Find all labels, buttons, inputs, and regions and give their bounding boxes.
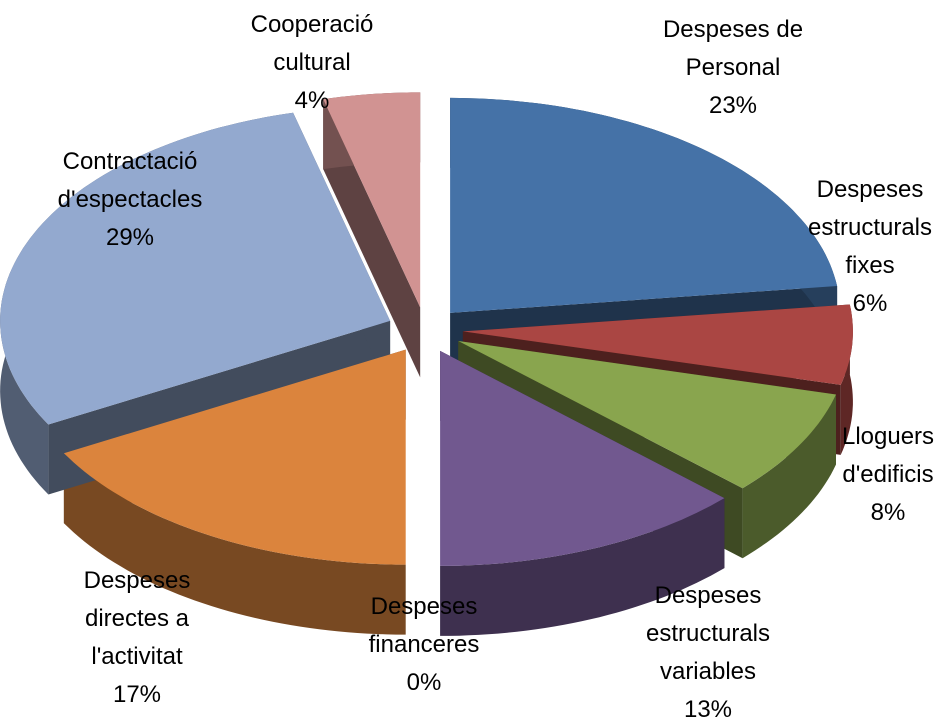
value-label: 23% [708, 92, 758, 119]
category-label: Despeses estructurals fixes [807, 176, 933, 279]
value-label: 29% [105, 224, 155, 251]
category-label: Despeses de Personal [662, 16, 804, 81]
slice-label: Despeses financeres 0% [344, 588, 504, 702]
category-label: Contractació d'espectacles [57, 148, 203, 213]
category-label: Despeses financeres [368, 593, 480, 658]
value-label: 13% [683, 696, 733, 723]
slice-label: Despeses estructurals variables 13% [621, 577, 796, 725]
slice [63, 349, 406, 565]
slice [323, 92, 421, 308]
category-label: Cooperació cultural [250, 11, 374, 76]
value-label: 4% [294, 87, 330, 114]
slice [458, 341, 836, 489]
value-label: 0% [406, 669, 442, 696]
slice [450, 97, 838, 313]
category-label: Despeses directes a l'activitat [83, 567, 191, 670]
slice-side [742, 394, 836, 559]
slice [462, 304, 853, 385]
slice-label: Despeses de Personal 23% [643, 11, 823, 125]
slice-label: Contractació d'espectacles 29% [30, 143, 230, 257]
slice [440, 350, 725, 566]
slice-label: Despeses estructurals fixes 6% [783, 171, 950, 323]
slice [0, 112, 391, 425]
value-label: 17% [112, 681, 162, 708]
slice-label: Cooperació cultural 4% [227, 6, 397, 120]
slice-label: Lloguers d'edificis 8% [818, 418, 950, 532]
slice-label: Despeses directes a l'activitat 17% [62, 562, 212, 714]
category-label: Lloguers d'edificis [841, 423, 935, 488]
category-label: Despeses estructurals variables [645, 582, 771, 685]
slice-radial-side [323, 99, 421, 378]
slice-side [440, 498, 725, 636]
slice-side [63, 453, 406, 635]
value-label: 6% [852, 290, 888, 317]
value-label: 8% [870, 499, 906, 526]
